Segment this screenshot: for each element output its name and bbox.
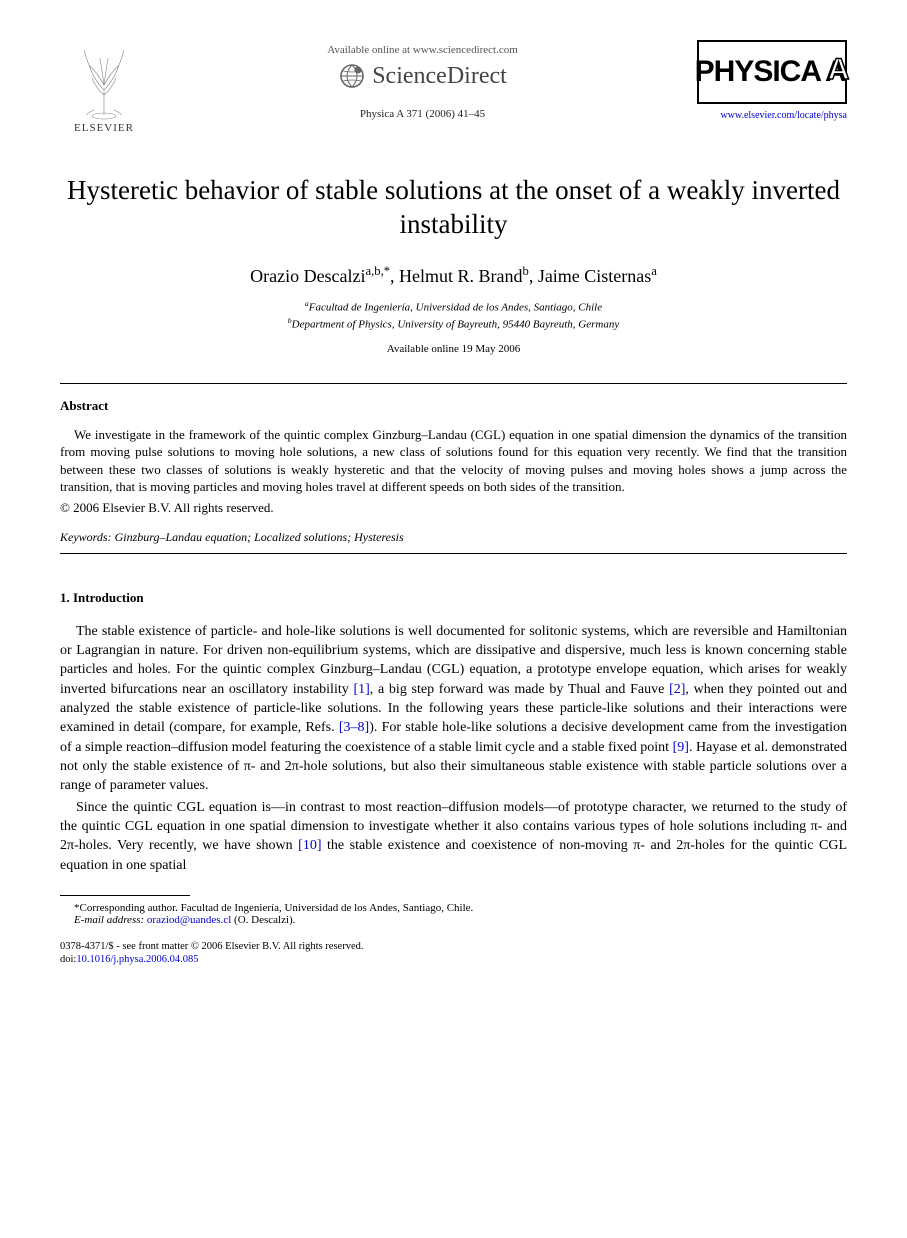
physica-text: PHYSICA [695,55,821,89]
email-link[interactable]: oraziod@uandes.cl [147,914,231,926]
author-3-sup: a [651,264,657,278]
citation-text: Physica A 371 (2006) 41–45 [360,108,485,120]
email-line: E-mail address: oraziod@uandes.cl (O. De… [60,914,847,926]
available-date: Available online 19 May 2006 [60,343,847,355]
sciencedirect-logo: ScienceDirect [338,62,507,90]
footer-meta: 0378-4371/$ - see front matter © 2006 El… [60,940,847,967]
page-header: ELSEVIER Available online at www.science… [60,40,847,134]
keywords-label: Keywords: [60,530,112,544]
abstract-text: We investigate in the framework of the q… [60,426,847,496]
ref-link-2[interactable]: [2] [669,682,685,697]
affiliations: aFacultad de Ingeniería, Universidad de … [60,299,847,333]
introduction-heading: 1. Introduction [60,590,847,606]
email-author: (O. Descalzi). [234,914,295,926]
footer-divider [60,895,190,896]
physica-journal-logo: PHYSICA A A www.elsevier.com/locate/phys… [697,40,847,121]
physica-a-outline: A [828,53,850,87]
journal-url-link[interactable]: www.elsevier.com/locate/physa [697,110,847,121]
divider-top [60,383,847,384]
intro-paragraph-2: Since the quintic CGL equation is—in con… [60,798,847,875]
elsevier-tree-icon [64,40,144,120]
author-2-sup: b [523,264,529,278]
authors-line: Orazio Descalzia,b,*, Helmut R. Brandb, … [60,264,847,287]
email-label: E-mail address: [74,914,144,926]
available-online-text: Available online at www.sciencedirect.co… [327,44,518,56]
ref-link-10[interactable]: [10] [298,838,321,853]
elsevier-logo: ELSEVIER [60,40,148,134]
sciencedirect-text: ScienceDirect [372,63,507,90]
center-header: Available online at www.sciencedirect.co… [148,40,697,120]
divider-bottom [60,553,847,554]
ref-link-3-8[interactable]: [3–8] [339,720,369,735]
author-2: Helmut R. Brand [399,266,523,286]
intro-paragraph-1: The stable existence of particle- and ho… [60,622,847,796]
front-matter: 0378-4371/$ - see front matter © 2006 El… [60,940,847,954]
doi-line: doi:10.1016/j.physa.2006.04.085 [60,953,847,967]
elsevier-label: ELSEVIER [74,122,134,134]
author-3: Jaime Cisternas [538,266,651,286]
physica-box: PHYSICA A A [697,40,847,104]
article-title: Hysteretic behavior of stable solutions … [60,174,847,242]
corresponding-author: *Corresponding author. Facultad de Ingen… [60,902,847,914]
author-1-sup: a,b,* [366,264,390,278]
sciencedirect-icon [338,62,366,90]
keywords-text: Ginzburg–Landau equation; Localized solu… [115,530,404,544]
keywords-line: Keywords: Ginzburg–Landau equation; Loca… [60,530,847,545]
abstract-heading: Abstract [60,398,847,414]
ref-link-9[interactable]: [9] [673,740,689,755]
author-1: Orazio Descalzi [250,266,365,286]
affiliation-b: bDepartment of Physics, University of Ba… [60,316,847,333]
affiliation-a: aFacultad de Ingeniería, Universidad de … [60,299,847,316]
doi-link[interactable]: 10.1016/j.physa.2006.04.085 [76,954,198,965]
ref-link-1[interactable]: [1] [353,682,369,697]
abstract-copyright: © 2006 Elsevier B.V. All rights reserved… [60,500,847,516]
